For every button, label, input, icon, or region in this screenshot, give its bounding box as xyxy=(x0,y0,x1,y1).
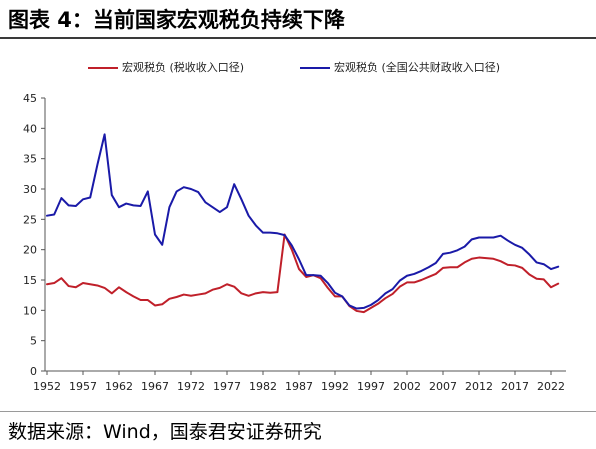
x-tick-label: 1972 xyxy=(177,380,205,393)
x-tick-label: 1967 xyxy=(141,380,169,393)
legend-swatch-fiscal xyxy=(300,67,330,69)
y-tick-label: 25 xyxy=(23,213,37,226)
x-tick-label: 2002 xyxy=(393,380,421,393)
y-tick-label: 20 xyxy=(23,244,37,257)
x-tick-label: 2022 xyxy=(537,380,565,393)
x-tick-label: 2012 xyxy=(465,380,493,393)
x-tick-label: 1952 xyxy=(33,380,61,393)
y-tick-label: 10 xyxy=(23,304,37,317)
y-tick-label: 15 xyxy=(23,274,37,287)
x-tick-label: 2017 xyxy=(501,380,529,393)
x-tick-label: 1957 xyxy=(69,380,97,393)
x-tick-label: 1962 xyxy=(105,380,133,393)
y-tick-label: 5 xyxy=(30,335,37,348)
chart-legend: 宏观税负 (税收收入口径) 宏观税负 (全国公共财政收入口径) xyxy=(0,60,596,76)
x-tick-label: 1997 xyxy=(357,380,385,393)
series-line-tax-revenue xyxy=(46,233,560,314)
series-line-fiscal-revenue xyxy=(46,133,560,310)
x-tick-label: 2007 xyxy=(429,380,457,393)
y-tick-label: 40 xyxy=(23,122,37,135)
x-tick-label: 1977 xyxy=(213,380,241,393)
legend-label-tax: 宏观税负 (税收收入口径) xyxy=(122,61,245,74)
y-tick-label: 0 xyxy=(30,365,37,378)
x-tick-label: 1992 xyxy=(321,380,349,393)
x-tick-label: 1982 xyxy=(249,380,277,393)
legend-swatch-tax xyxy=(88,67,118,69)
y-tick-label: 30 xyxy=(23,183,37,196)
source-divider xyxy=(0,411,596,412)
source-note: 数据来源：Wind，国泰君安证券研究 xyxy=(8,421,322,443)
legend-label-fiscal: 宏观税负 (全国公共财政收入口径) xyxy=(334,61,501,74)
title-divider xyxy=(0,37,596,39)
line-chart: 0 5 10 15 20 25 30 35 40 45 1952 1957 1962 1967 1972 19… xyxy=(23,92,566,393)
y-tick-label: 35 xyxy=(23,153,37,166)
x-tick-label: 1987 xyxy=(285,380,313,393)
figure-title: 图表 4：当前国家宏观税负持续下降 xyxy=(8,8,345,32)
y-tick-label: 45 xyxy=(23,92,37,105)
